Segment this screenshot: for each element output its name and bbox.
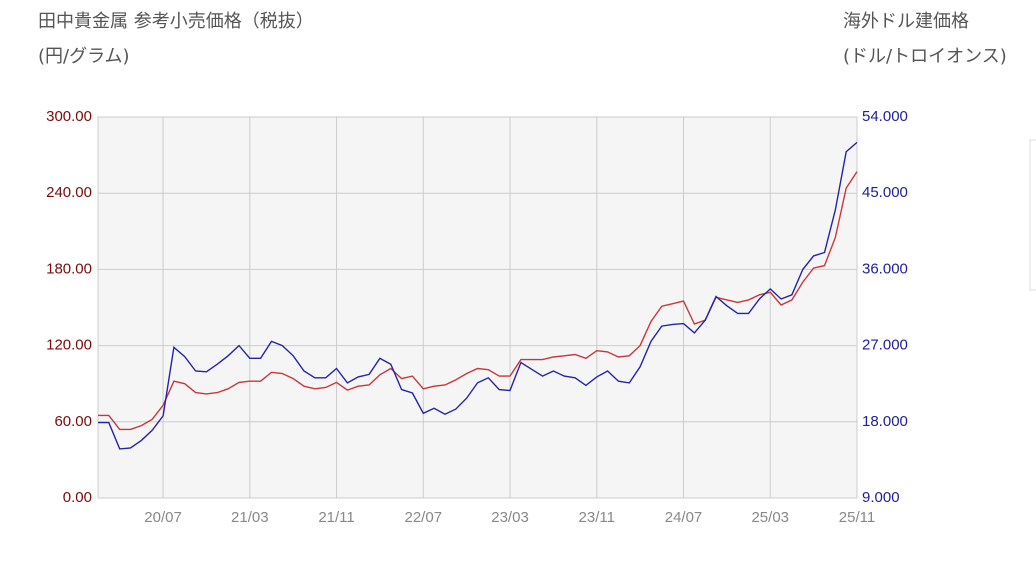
series-line: [98, 171, 858, 431]
y-tick-label: 180.00: [46, 260, 92, 277]
y2-tick-label: 45.000: [862, 184, 908, 201]
x-tick-label: 23/11: [579, 509, 615, 526]
y2-title: 海外ドル建価格: [843, 11, 969, 32]
chart-title: 田中貴金属 参考小売価格（税抜）: [38, 11, 314, 32]
y-tick-label: 120.00: [46, 337, 92, 354]
y-tick-label: 0.00: [63, 489, 92, 506]
x-tick-label: 24/07: [665, 509, 703, 526]
y-tick-label: 240.00: [46, 184, 92, 201]
x-tick-label: 22/07: [405, 509, 443, 526]
y-tick-label: 60.00: [54, 413, 92, 430]
y2-tick-label: 18.000: [862, 413, 908, 430]
y2-tick-label: 27.000: [862, 337, 908, 354]
x-tick-label: 21/11: [318, 509, 354, 526]
series-line: [98, 141, 858, 450]
plot-area: [97, 116, 858, 499]
y-axis-title: (円/グラム): [38, 46, 130, 67]
x-tick-label: 21/03: [231, 509, 269, 526]
y2-tick-label: 36.000: [862, 260, 908, 277]
x-tick-label: 20/07: [144, 509, 182, 526]
y2-tick-label: 54.000: [862, 108, 908, 125]
y2-axis-title: (ドル/トロイオンス): [843, 46, 1007, 67]
y2-tick-label: 9.000: [862, 489, 900, 506]
x-tick-label: 23/03: [491, 509, 529, 526]
x-tick-label: 25/03: [751, 509, 789, 526]
legend-box: [1029, 139, 1036, 291]
y-tick-label: 300.00: [46, 108, 92, 125]
x-tick-label: 25/11: [839, 509, 875, 526]
